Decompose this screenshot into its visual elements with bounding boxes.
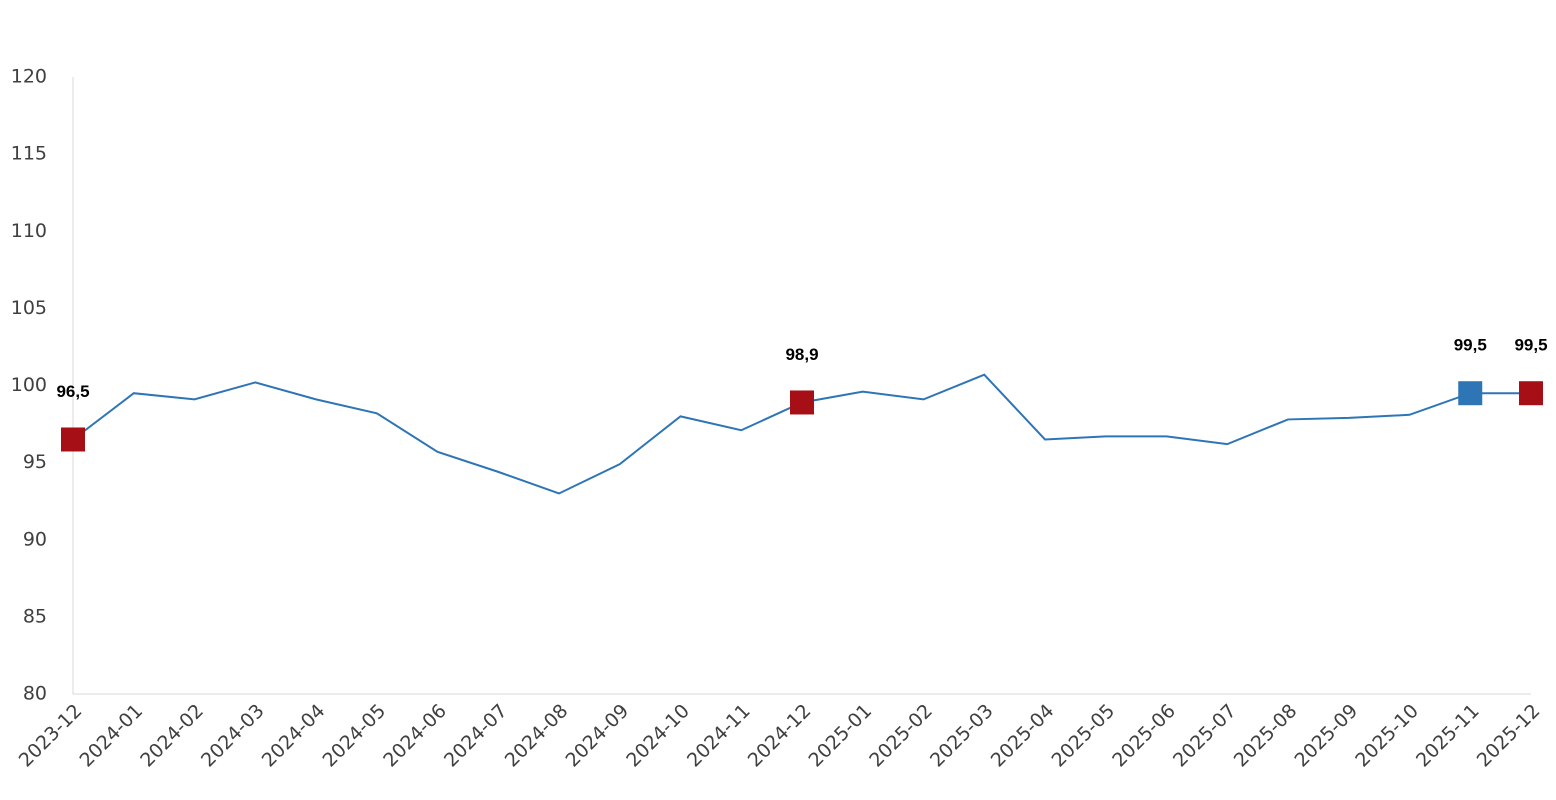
- x-tick-label: 2025-12: [1473, 700, 1545, 772]
- y-tick-label: 90: [23, 528, 47, 550]
- data-label: 96,5: [56, 382, 89, 401]
- marker: [1458, 381, 1483, 406]
- marker: [1519, 381, 1543, 406]
- x-tick-label: 2024-10: [622, 700, 694, 772]
- x-tick-label: 2025-05: [1047, 700, 1119, 772]
- marker: [790, 390, 814, 415]
- x-tick-label: 2025-07: [1169, 700, 1241, 772]
- y-tick-label: 85: [23, 605, 47, 627]
- x-tick-label: 2025-03: [926, 700, 998, 772]
- y-tick-label: 100: [11, 374, 47, 396]
- y-tick-label: 95: [23, 451, 47, 473]
- x-tick-label: 2025-04: [987, 700, 1059, 772]
- y-tick-label: 115: [11, 143, 47, 165]
- data-label: 99,5: [1514, 336, 1547, 355]
- x-tick-label: 2024-03: [197, 700, 269, 772]
- x-tick-label: 2024-08: [501, 700, 573, 772]
- x-tick-label: 2024-07: [440, 700, 512, 772]
- y-tick-label: 120: [11, 66, 47, 88]
- x-tick-label: 2025-09: [1290, 700, 1362, 772]
- x-tick-label: 2024-01: [75, 700, 147, 772]
- y-tick-label: 80: [23, 683, 47, 705]
- data-label: 99,5: [1454, 336, 1487, 355]
- x-tick-label: 2024-11: [683, 700, 755, 772]
- x-tick-label: 2024-09: [561, 700, 633, 772]
- y-tick-label: 105: [11, 297, 47, 319]
- x-tick-label: 2024-05: [318, 700, 390, 772]
- x-tick-label: 2025-06: [1108, 700, 1180, 772]
- x-tick-label: 2025-10: [1351, 700, 1423, 772]
- x-tick-label: 2025-01: [804, 700, 876, 772]
- y-tick-label: 110: [11, 220, 47, 242]
- x-tick-label: 2024-12: [744, 700, 816, 772]
- x-tick-label: 2025-08: [1230, 700, 1302, 772]
- x-tick-label: 2025-11: [1412, 700, 1484, 772]
- marker: [61, 427, 85, 452]
- x-tick-label: 2024-04: [258, 700, 330, 772]
- x-tick-label: 2023-12: [15, 700, 87, 772]
- data-label: 98,9: [785, 345, 818, 364]
- x-tick-label: 2025-02: [865, 700, 937, 772]
- x-tick-label: 2024-02: [136, 700, 208, 772]
- x-tick-label: 2024-06: [379, 700, 451, 772]
